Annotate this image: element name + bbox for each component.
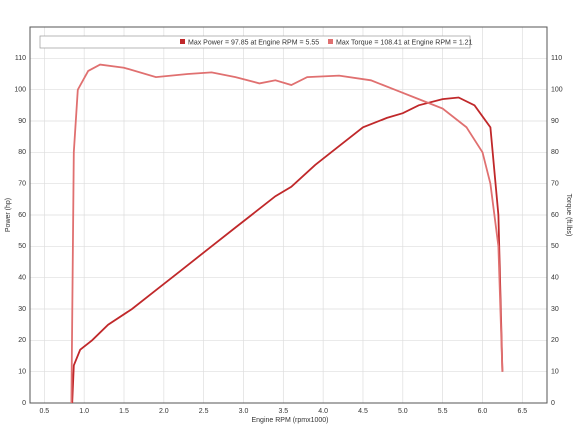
y2-tick-label: 10 [551, 369, 559, 376]
y-tick-label: 90 [18, 118, 26, 125]
y-tick-label: 10 [18, 369, 26, 376]
x-tick-label: 1.0 [79, 408, 89, 415]
y2-tick-label: 0 [551, 400, 555, 407]
y-tick-label: 40 [18, 275, 26, 282]
y2-tick-label: 50 [551, 243, 559, 250]
x-tick-label: 4.0 [318, 408, 328, 415]
y-axis-label: Power (hp) [5, 198, 12, 232]
y2-tick-label: 100 [551, 87, 563, 94]
y2-tick-label: 20 [551, 337, 559, 344]
legend-swatch [328, 39, 333, 44]
x-tick-label: 6.5 [517, 408, 527, 415]
series-line [71, 96, 504, 404]
y2-tick-label: 60 [551, 212, 559, 219]
y2-tick-label: 40 [551, 275, 559, 282]
x-tick-label: 6.0 [478, 408, 488, 415]
y-tick-label: 50 [18, 243, 26, 250]
y-tick-label: 30 [18, 306, 26, 313]
x-tick-label: 4.5 [358, 408, 368, 415]
x-tick-label: 3.0 [239, 408, 249, 415]
legend-label: Max Power = 97.85 at Engine RPM = 5.55 [188, 39, 319, 46]
legend-label: Max Torque = 108.41 at Engine RPM = 1.21 [336, 39, 473, 46]
series-line [70, 63, 504, 404]
legend-box [39, 35, 471, 49]
y-tick-label: 70 [18, 181, 26, 188]
y2-tick-label: 80 [551, 149, 559, 156]
y-tick-label: 20 [18, 337, 26, 344]
x-axis-label: Engine RPM (rpmx1000) [251, 417, 328, 424]
x-tick-label: 0.5 [39, 408, 49, 415]
y2-tick-label: 110 [551, 55, 562, 62]
y2-axis-label: Torque (ft.lbs) [565, 194, 572, 237]
y2-tick-label: 90 [551, 118, 559, 125]
y-tick-label: 60 [18, 212, 26, 219]
y-tick-label: 110 [15, 55, 26, 62]
legend-swatch [180, 39, 185, 44]
x-tick-label: 2.0 [159, 408, 169, 415]
y-tick-label: 0 [22, 400, 26, 407]
x-tick-label: 2.5 [199, 408, 209, 415]
x-tick-label: 5.0 [398, 408, 408, 415]
x-tick-label: 5.5 [438, 408, 448, 415]
y-tick-label: 80 [18, 149, 26, 156]
y-tick-label: 100 [14, 87, 26, 94]
y2-tick-label: 70 [551, 181, 559, 188]
y2-tick-label: 30 [551, 306, 559, 313]
axis-frame [29, 26, 548, 404]
x-tick-label: 1.5 [119, 408, 129, 415]
x-tick-label: 3.5 [278, 408, 288, 415]
